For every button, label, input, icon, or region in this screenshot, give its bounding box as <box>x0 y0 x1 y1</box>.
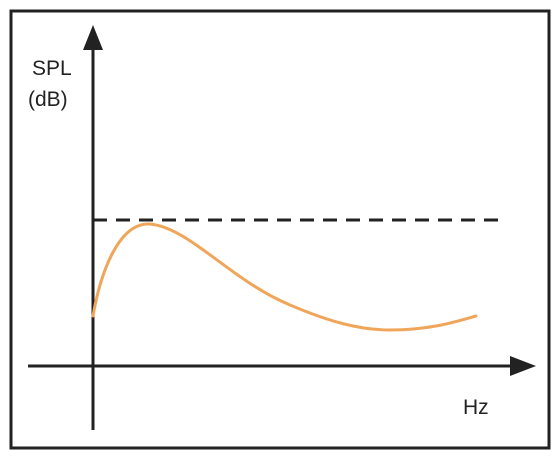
y-axis-label-spl: SPL <box>32 57 72 80</box>
frequency-response-curve <box>91 222 478 332</box>
y-axis-label-unit: (dB) <box>28 88 68 111</box>
y-axis-arrowhead <box>83 25 103 50</box>
diagram-frame <box>9 9 551 450</box>
x-axis-arrowhead <box>510 356 536 376</box>
x-axis-label-hz: Hz <box>463 396 489 419</box>
